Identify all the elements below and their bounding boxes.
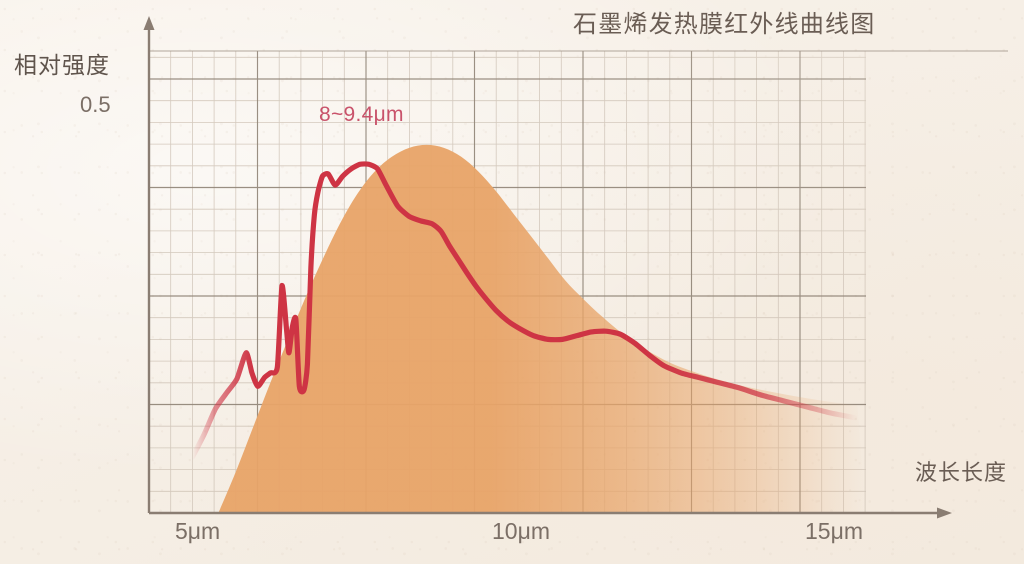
y-axis-arrowhead — [143, 16, 155, 30]
x-tick-label-15um: 15μm — [805, 518, 863, 544]
x-tick-label-10um: 10μm — [492, 518, 550, 544]
chart-axes — [143, 16, 1008, 519]
x-axis-title: 波长长度 — [915, 460, 1008, 485]
infrared-emission-curve — [189, 161, 858, 460]
blackbody-reference-area — [218, 144, 866, 513]
y-tick-label-0-5: 0.5 — [80, 92, 111, 117]
x-axis-arrowhead — [937, 507, 952, 519]
chart-title: 石墨烯发热膜红外线曲线图 — [573, 11, 876, 38]
x-tick-label-5um: 5μm — [175, 518, 221, 544]
peak-range-annotation: 8~9.4μm — [319, 103, 404, 126]
y-axis-title: 相对强度 — [14, 52, 110, 78]
